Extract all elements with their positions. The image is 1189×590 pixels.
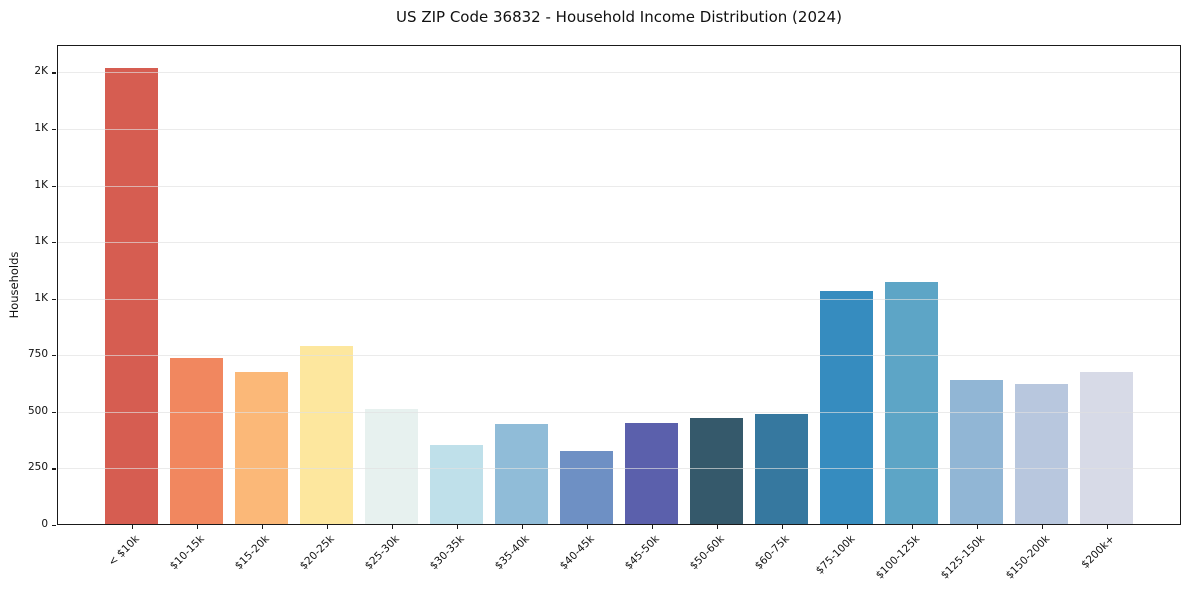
bar--25-30k (365, 409, 418, 525)
gridline (57, 185, 1181, 187)
bar--20-25k (300, 346, 353, 525)
x-tick-label: $20-25k (297, 533, 337, 573)
x-tick-mark (456, 525, 458, 529)
x-tick-label: $60-75k (752, 533, 792, 573)
bar--45-50k (625, 423, 678, 525)
x-tick-mark (391, 525, 393, 529)
x-tick-label: $10-15k (167, 533, 207, 573)
bar--60-75k (755, 414, 808, 525)
x-tick-mark (1041, 525, 1043, 529)
y-tick-mark (52, 355, 56, 357)
x-tick-mark (716, 525, 718, 529)
x-tick-label: $150-200k (1003, 533, 1052, 582)
y-tick-mark (52, 411, 56, 414)
x-tick-mark (911, 525, 913, 529)
y-tick-mark (52, 242, 56, 244)
gridline (57, 242, 1181, 244)
gridline (57, 128, 1181, 130)
bar--10k (105, 67, 158, 525)
plot-area (57, 45, 1181, 525)
y-tick-mark (52, 468, 56, 470)
x-tick-label: $75-100k (813, 533, 857, 577)
y-tick-label: 500 (27, 404, 48, 417)
x-tick-mark (586, 525, 588, 529)
bar--200k+ (1080, 371, 1133, 525)
x-tick-label: < $10k (106, 533, 142, 569)
y-axis-label: Households (7, 251, 21, 319)
y-tick-mark (52, 72, 56, 74)
x-tick-mark (781, 525, 783, 529)
x-tick-mark (326, 525, 328, 529)
bar--50-60k (690, 417, 743, 525)
x-tick-label: $45-50k (622, 533, 662, 573)
y-tick-label: 250 (27, 461, 48, 474)
bar--100-125k (885, 281, 938, 525)
bar--150-200k (1015, 384, 1068, 525)
bar--75-100k (820, 290, 873, 525)
bar--10-15k (170, 358, 223, 525)
x-tick-label: $100-125k (873, 533, 922, 582)
y-tick-mark (52, 298, 56, 300)
y-tick-label: 1K (34, 178, 48, 191)
bar--30-35k (430, 444, 483, 525)
y-tick-label: 750 (27, 348, 48, 361)
gridline (57, 468, 1181, 470)
x-tick-label: $35-40k (492, 533, 532, 573)
bar--125-150k (950, 380, 1003, 525)
x-tick-label: $125-150k (938, 533, 987, 582)
bar--15-20k (235, 372, 288, 525)
x-tick-label: $15-20k (232, 533, 272, 573)
x-tick-mark (846, 525, 848, 529)
y-tick-label: 1K (34, 291, 48, 304)
y-tick-mark (52, 128, 56, 131)
x-tick-mark (261, 525, 263, 529)
y-tick-label: 1K (34, 121, 48, 134)
x-tick-label: $200k+ (1079, 533, 1117, 571)
y-tick-label: 2K (34, 65, 48, 78)
x-tick-mark (131, 525, 133, 529)
chart-title: US ZIP Code 36832 - Household Income Dis… (396, 8, 842, 26)
gridline (57, 411, 1181, 413)
x-tick-mark (196, 525, 198, 529)
x-tick-label: $30-35k (427, 533, 467, 573)
bar--40-45k (560, 450, 613, 525)
x-tick-label: $40-45k (557, 533, 597, 573)
gridline (57, 72, 1181, 74)
y-tick-mark (52, 525, 56, 527)
x-tick-mark (521, 525, 523, 529)
y-tick-label: 1K (34, 235, 48, 248)
x-tick-label: $25-30k (362, 533, 402, 573)
x-tick-mark (976, 525, 978, 529)
y-tick-mark (52, 185, 56, 187)
plot-border (57, 45, 1181, 525)
y-tick-label: 0 (41, 518, 48, 530)
x-tick-mark (651, 525, 653, 529)
bar--35-40k (495, 424, 548, 525)
x-tick-label: $50-60k (687, 533, 727, 573)
x-tick-mark (1106, 525, 1108, 529)
gridline (57, 298, 1181, 300)
gridline (57, 355, 1181, 357)
